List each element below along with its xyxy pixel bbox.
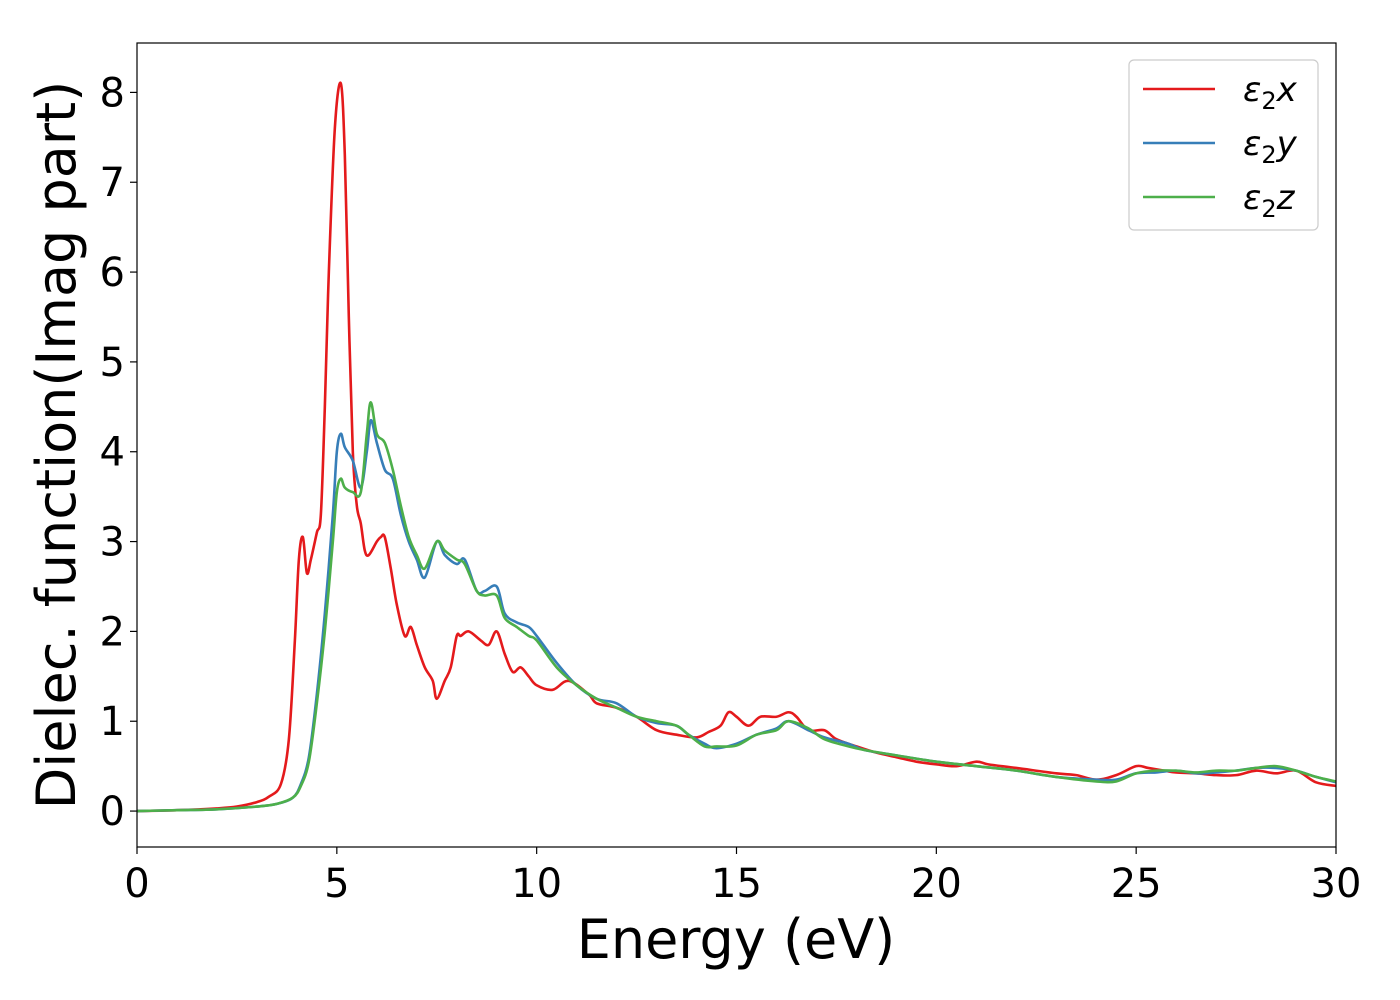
x-tick-label: 15 [711,861,762,907]
x-tick-label: 0 [124,861,149,907]
x-axis: 0 5 10 15 20 25 30 [124,847,1361,907]
legend: ε2x ε2y ε2z [1128,59,1319,231]
y-tick-label: 4 [100,430,125,476]
y-tick-label: 5 [100,340,125,386]
y-tick-label: 2 [100,609,125,655]
series-line-2 [137,418,1336,813]
x-tick-label: 5 [324,861,349,907]
x-tick-label: 30 [1311,861,1362,907]
y-tick-label: 8 [100,70,125,116]
legend-label-1: ε2x [1243,70,1298,115]
x-axis-label: Energy (eV) [577,908,896,971]
y-axis-label: Dielec. function(Imag part) [25,81,88,810]
legend-label-2: ε2y [1243,124,1298,169]
y-tick-label: 3 [100,520,125,566]
series-line-3 [137,401,1336,813]
x-tick-label: 10 [511,861,562,907]
series-line-1 [137,81,1336,813]
x-tick-label: 25 [1111,861,1162,907]
legend-box [1128,59,1319,231]
legend-label-3: ε2z [1243,178,1296,223]
y-tick-label: 7 [100,160,125,206]
y-tick-label: 6 [100,250,125,296]
y-tick-label: 0 [100,789,125,835]
y-tick-label: 1 [100,699,125,745]
y-axis: 0 1 2 3 4 5 6 7 8 [100,70,137,835]
series-layer [137,81,1336,813]
x-tick-label: 20 [911,861,962,907]
